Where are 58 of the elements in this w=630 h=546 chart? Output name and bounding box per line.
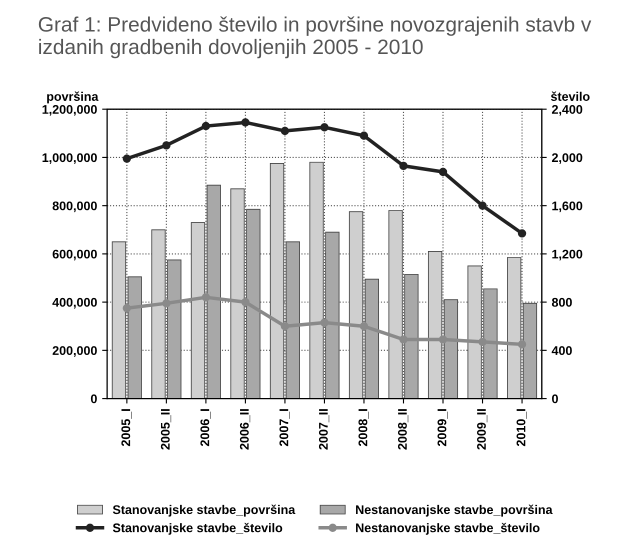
x-tick-label: 2007_I — [279, 409, 290, 446]
y2-tick-label: 1,600 — [552, 201, 582, 212]
point — [202, 122, 210, 130]
point — [399, 162, 408, 170]
x-tick-label: 2008_I — [358, 409, 369, 446]
bar — [388, 210, 403, 399]
y2-tick-label: 400 — [552, 346, 572, 355]
y-tick-label: 1,200,000 — [42, 105, 97, 116]
y-tick-label: 600,000 — [52, 250, 97, 260]
y2-tick-label: 2,400 — [552, 105, 582, 116]
point — [241, 118, 250, 127]
x-tick-label: 2006_I — [200, 409, 211, 446]
point — [162, 299, 171, 308]
point — [518, 229, 526, 238]
point — [438, 335, 448, 344]
legend-label: Nestanovanjske stavbe_število — [356, 522, 540, 535]
x-tick-label: 2005_I — [121, 409, 132, 446]
point — [320, 123, 329, 132]
y2-tick-label: 1,200 — [552, 250, 582, 260]
point — [241, 298, 250, 306]
y-tick-label: 200,000 — [52, 346, 97, 357]
point — [122, 304, 132, 312]
x-tick-label: 2006_II — [240, 409, 250, 450]
y-tick-label: 0 — [90, 394, 97, 404]
point — [280, 126, 290, 136]
point — [320, 318, 329, 327]
bar — [444, 299, 458, 399]
point — [478, 201, 487, 210]
point — [360, 132, 368, 140]
x-tick-label: 2009_II — [477, 409, 488, 450]
point — [280, 322, 290, 330]
y-tick-label: 1,000,000 — [42, 153, 97, 164]
point — [399, 335, 408, 344]
point — [360, 322, 368, 330]
legend-label: Nestanovanjske stavbe_površina — [356, 504, 553, 517]
legend-label: Stanovanjske stavbe_površina — [112, 504, 296, 517]
bar — [428, 251, 442, 399]
point — [202, 293, 210, 302]
y-axis-title: površina — [47, 91, 98, 104]
x-tick-label: 2008_II — [398, 409, 408, 450]
y2-tick-label: 0 — [552, 394, 558, 404]
chart-title: Graf 1: Predvideno število in površine novozgrajenih stavb v izdanih gradbenih dovoljenjih 2005 - 2010 — [38, 16, 592, 58]
x-tick-label: 2007_II — [318, 409, 330, 450]
point — [438, 168, 448, 176]
point — [122, 154, 132, 163]
x-tick-label: 2010_I — [516, 409, 527, 446]
bar — [404, 274, 419, 399]
point — [518, 340, 526, 348]
legend-label: Stanovanjske stavbe_število — [112, 522, 282, 535]
point — [478, 338, 487, 346]
x-tick-label: 2009_I — [438, 409, 448, 446]
x-tick-label: 2005_II — [160, 409, 172, 450]
point — [162, 141, 171, 150]
y-tick-label: 800,000 — [52, 201, 97, 212]
y2-axis-title: število — [550, 91, 590, 101]
y2-tick-label: 800 — [552, 298, 572, 307]
y-tick-label: 400,000 — [52, 298, 97, 309]
y2-tick-label: 2,000 — [552, 153, 582, 164]
